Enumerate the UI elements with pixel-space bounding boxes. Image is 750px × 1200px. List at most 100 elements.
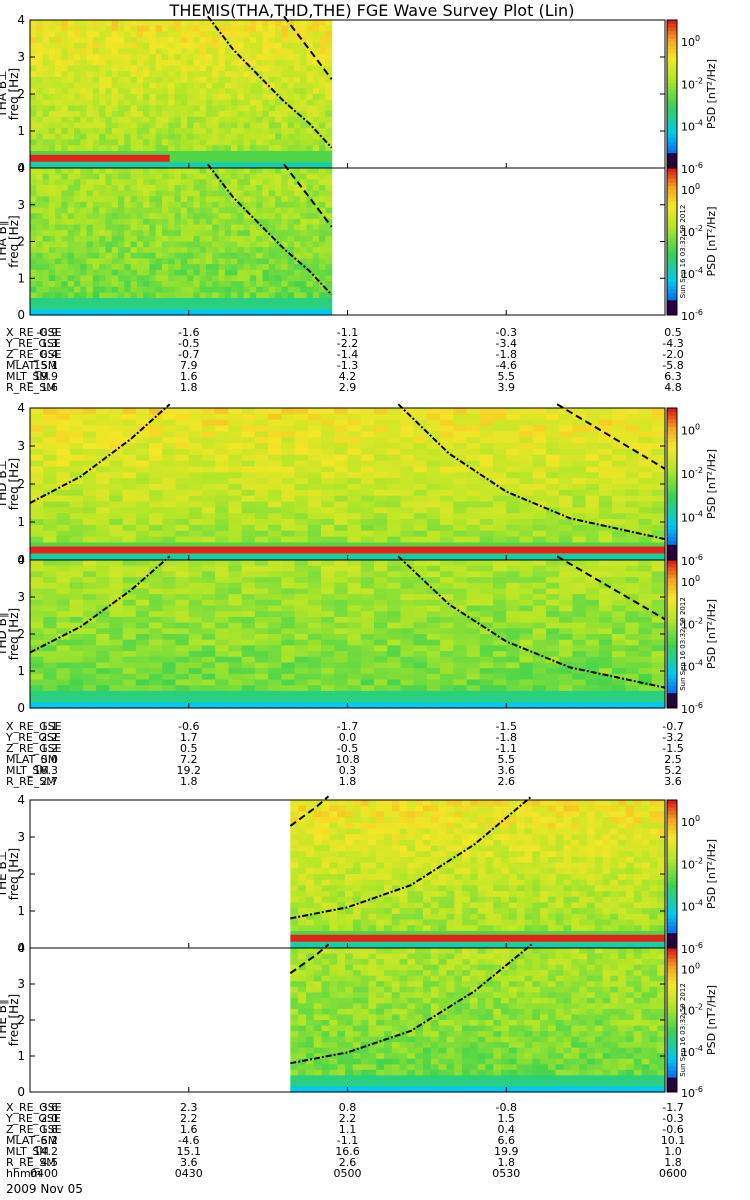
- spectrogram-cell: [506, 448, 521, 456]
- spectrogram-cell: [48, 37, 56, 44]
- spectrogram-cell: [275, 281, 282, 288]
- spectrogram-cell: [651, 413, 666, 421]
- spectrogram-cell: [36, 241, 44, 248]
- colorbar-segment: [667, 31, 677, 36]
- spectrogram-cell: [80, 31, 88, 38]
- spectrogram-cell: [249, 145, 257, 152]
- spectrogram-cell: [73, 190, 81, 197]
- spectrogram-cell: [373, 560, 388, 567]
- spectrogram-cell: [453, 501, 468, 508]
- spectrogram-cell: [321, 628, 335, 635]
- spectrogram-cell: [155, 76, 163, 84]
- spectrogram-cell: [312, 286, 320, 293]
- spectrogram-cell: [43, 478, 58, 485]
- spectrogram-cell: [334, 466, 349, 473]
- spectrogram-cell: [532, 645, 547, 652]
- spectrogram-cell: [532, 466, 547, 473]
- spectrogram-cell: [506, 478, 521, 485]
- spectrogram-cell: [117, 116, 125, 124]
- spectrogram-cell: [360, 454, 375, 462]
- spectrogram-cell: [143, 235, 150, 243]
- spectrogram-cell: [532, 489, 547, 497]
- spectrogram-cell: [73, 201, 81, 209]
- spectrogram-cell: [453, 507, 468, 514]
- spectrogram-cell: [360, 524, 375, 532]
- spectrogram-cell: [440, 571, 454, 578]
- spectrogram-cell: [262, 111, 270, 118]
- spectrogram-cell: [519, 571, 534, 578]
- spectrogram-cell: [321, 616, 335, 624]
- spectrogram-cell: [519, 542, 534, 549]
- spectrogram-cell: [321, 588, 335, 595]
- spectrogram-cell: [312, 76, 320, 84]
- spectrogram-cell: [155, 201, 163, 209]
- spectrogram-cell: [319, 37, 326, 44]
- spectrogram-cell: [321, 673, 335, 681]
- spectrogram-cell: [241, 656, 256, 664]
- spectrogram-cell: [585, 408, 600, 415]
- spectrogram-cell: [275, 150, 282, 158]
- spectrogram-cell: [493, 594, 507, 601]
- spectrogram-cell: [532, 554, 547, 561]
- spectrogram-cell: [109, 616, 124, 624]
- spectrogram-cell: [193, 224, 201, 231]
- spectrogram-cell: [224, 48, 232, 55]
- spectrogram-cell: [625, 478, 640, 485]
- spectrogram-cell: [294, 577, 309, 584]
- spectrogram-cell: [109, 448, 124, 456]
- spectrogram-cell: [136, 150, 144, 158]
- spectrogram-cell: [188, 577, 203, 584]
- spectrogram-cell: [224, 111, 232, 118]
- spectrogram-cell: [86, 309, 94, 316]
- spectrogram-cell: [262, 179, 270, 186]
- spectrogram-cell: [193, 122, 201, 129]
- spectrogram-cell: [69, 605, 84, 612]
- spectrogram-cell: [440, 639, 454, 646]
- spectrogram-cell: [149, 264, 157, 271]
- spectrogram-cell: [73, 247, 81, 254]
- spectrogram-cell: [215, 536, 230, 544]
- spectrogram-cell: [149, 408, 163, 415]
- spectrogram-cell: [92, 207, 100, 214]
- spectrogram-cell: [466, 425, 481, 432]
- spectrogram-cell: [243, 94, 251, 101]
- spectrogram-cell: [61, 71, 69, 78]
- spectrogram-cell: [453, 443, 468, 450]
- spectrogram-cell: [143, 258, 150, 265]
- spectrogram-cell: [143, 31, 150, 38]
- spectrogram-cell: [306, 76, 314, 84]
- spectrogram-cell: [136, 54, 144, 61]
- spectrogram-cell: [175, 466, 190, 473]
- spectrogram-cell: [559, 524, 573, 532]
- spectrogram-cell: [334, 696, 349, 703]
- spectrogram-cell: [188, 611, 203, 618]
- spectrogram-cell: [466, 519, 481, 526]
- spectrogram-cell: [545, 571, 560, 578]
- spectrogram-cell: [42, 145, 50, 152]
- spectrogram-cell: [109, 639, 124, 646]
- spectrogram-cell: [56, 690, 71, 698]
- spectrogram-cell: [312, 65, 320, 72]
- spectrogram-cell: [69, 577, 84, 584]
- spectrogram-cell: [193, 309, 201, 316]
- spectrogram-cell: [193, 286, 201, 293]
- spectrogram-cell: [99, 309, 107, 316]
- spectrogram-cell: [325, 201, 333, 209]
- spectrogram-cell: [155, 292, 163, 299]
- spectrogram-cell: [124, 179, 132, 186]
- spectrogram-cell: [199, 207, 207, 214]
- spectrogram-cell: [281, 76, 289, 84]
- spectrogram-cell: [638, 448, 653, 456]
- spectrogram-cell: [224, 184, 232, 192]
- spectrogram-cell: [149, 173, 157, 180]
- spectrogram-cell: [175, 443, 190, 450]
- spectrogram-cell: [334, 495, 349, 503]
- spectrogram-cell: [187, 179, 194, 186]
- spectrogram-cell: [231, 94, 238, 101]
- spectrogram-cell: [36, 65, 44, 72]
- spectrogram-cell: [256, 99, 264, 106]
- spectrogram-cell: [48, 224, 56, 231]
- colorbar-segment: [667, 186, 677, 191]
- spectrogram-cell: [453, 419, 468, 427]
- spectrogram-cell: [188, 542, 203, 549]
